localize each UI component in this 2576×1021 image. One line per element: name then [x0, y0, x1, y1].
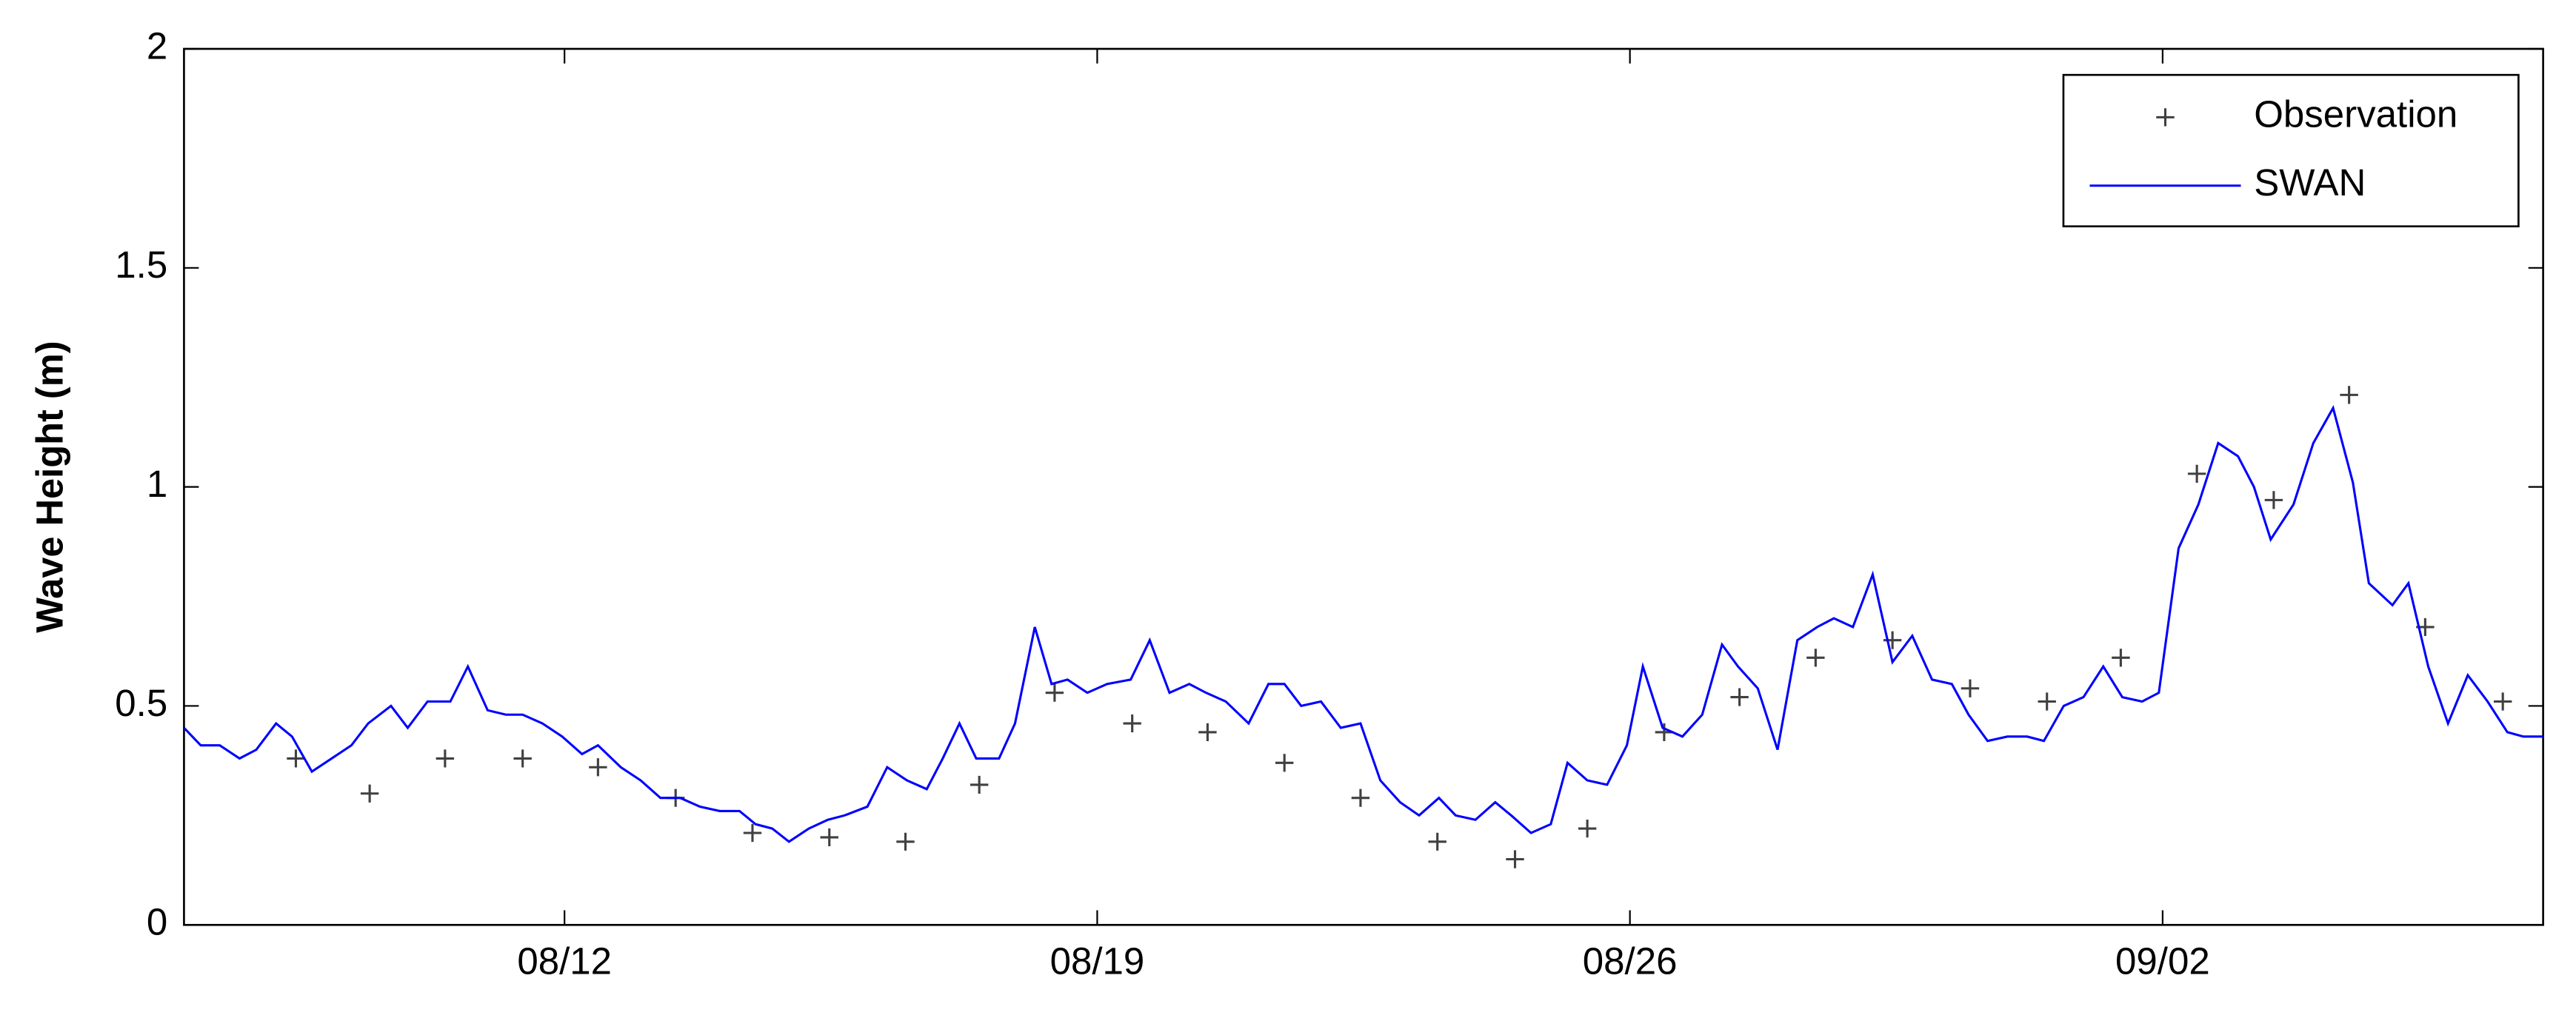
x-tick-label: 09/02	[2115, 940, 2210, 982]
observation-marker	[1730, 688, 1749, 706]
observation-marker	[2187, 464, 2206, 483]
x-tick-label: 08/19	[1050, 940, 1145, 982]
observation-marker	[436, 749, 455, 768]
observation-marker	[2493, 692, 2512, 711]
legend-marker	[2156, 108, 2175, 127]
observation-marker	[2264, 491, 2283, 509]
observation-marker	[743, 823, 762, 843]
x-tick-label: 08/26	[1583, 940, 1678, 982]
observation-marker	[2112, 649, 2130, 667]
observation-marker	[1275, 754, 1294, 772]
legend-label: Observation	[2254, 93, 2457, 135]
y-tick-label: 1.5	[115, 244, 167, 286]
observation-marker	[896, 832, 915, 851]
observation-marker	[1506, 850, 1524, 868]
legend-box	[2062, 73, 2520, 228]
observation-marker	[2340, 386, 2358, 404]
y-tick-label: 1	[147, 463, 167, 505]
x-tick-label: 08/12	[517, 940, 612, 982]
observation-marker	[2038, 692, 2056, 711]
y-tick-label: 0	[147, 901, 167, 943]
observation-marker	[513, 749, 532, 768]
observation-marker	[287, 749, 305, 768]
y-axis-label: Wave Height (m)	[28, 341, 70, 632]
observation-marker	[1045, 683, 1064, 702]
legend-label: SWAN	[2254, 161, 2366, 204]
observation-marker	[970, 775, 989, 794]
observation-marker	[1351, 789, 1370, 807]
observation-marker	[1428, 832, 1447, 851]
observation-marker	[1578, 819, 1597, 838]
y-tick-label: 0.5	[115, 682, 167, 724]
swan-line	[184, 405, 2543, 843]
observation-marker	[1806, 649, 1825, 667]
observation-marker	[1961, 679, 1980, 697]
observation-marker	[1123, 714, 1141, 733]
y-tick-label: 2	[147, 25, 167, 67]
observation-marker	[360, 784, 379, 803]
observation-marker	[1198, 723, 1217, 742]
observation-marker	[820, 828, 838, 847]
observation-marker	[589, 758, 607, 777]
